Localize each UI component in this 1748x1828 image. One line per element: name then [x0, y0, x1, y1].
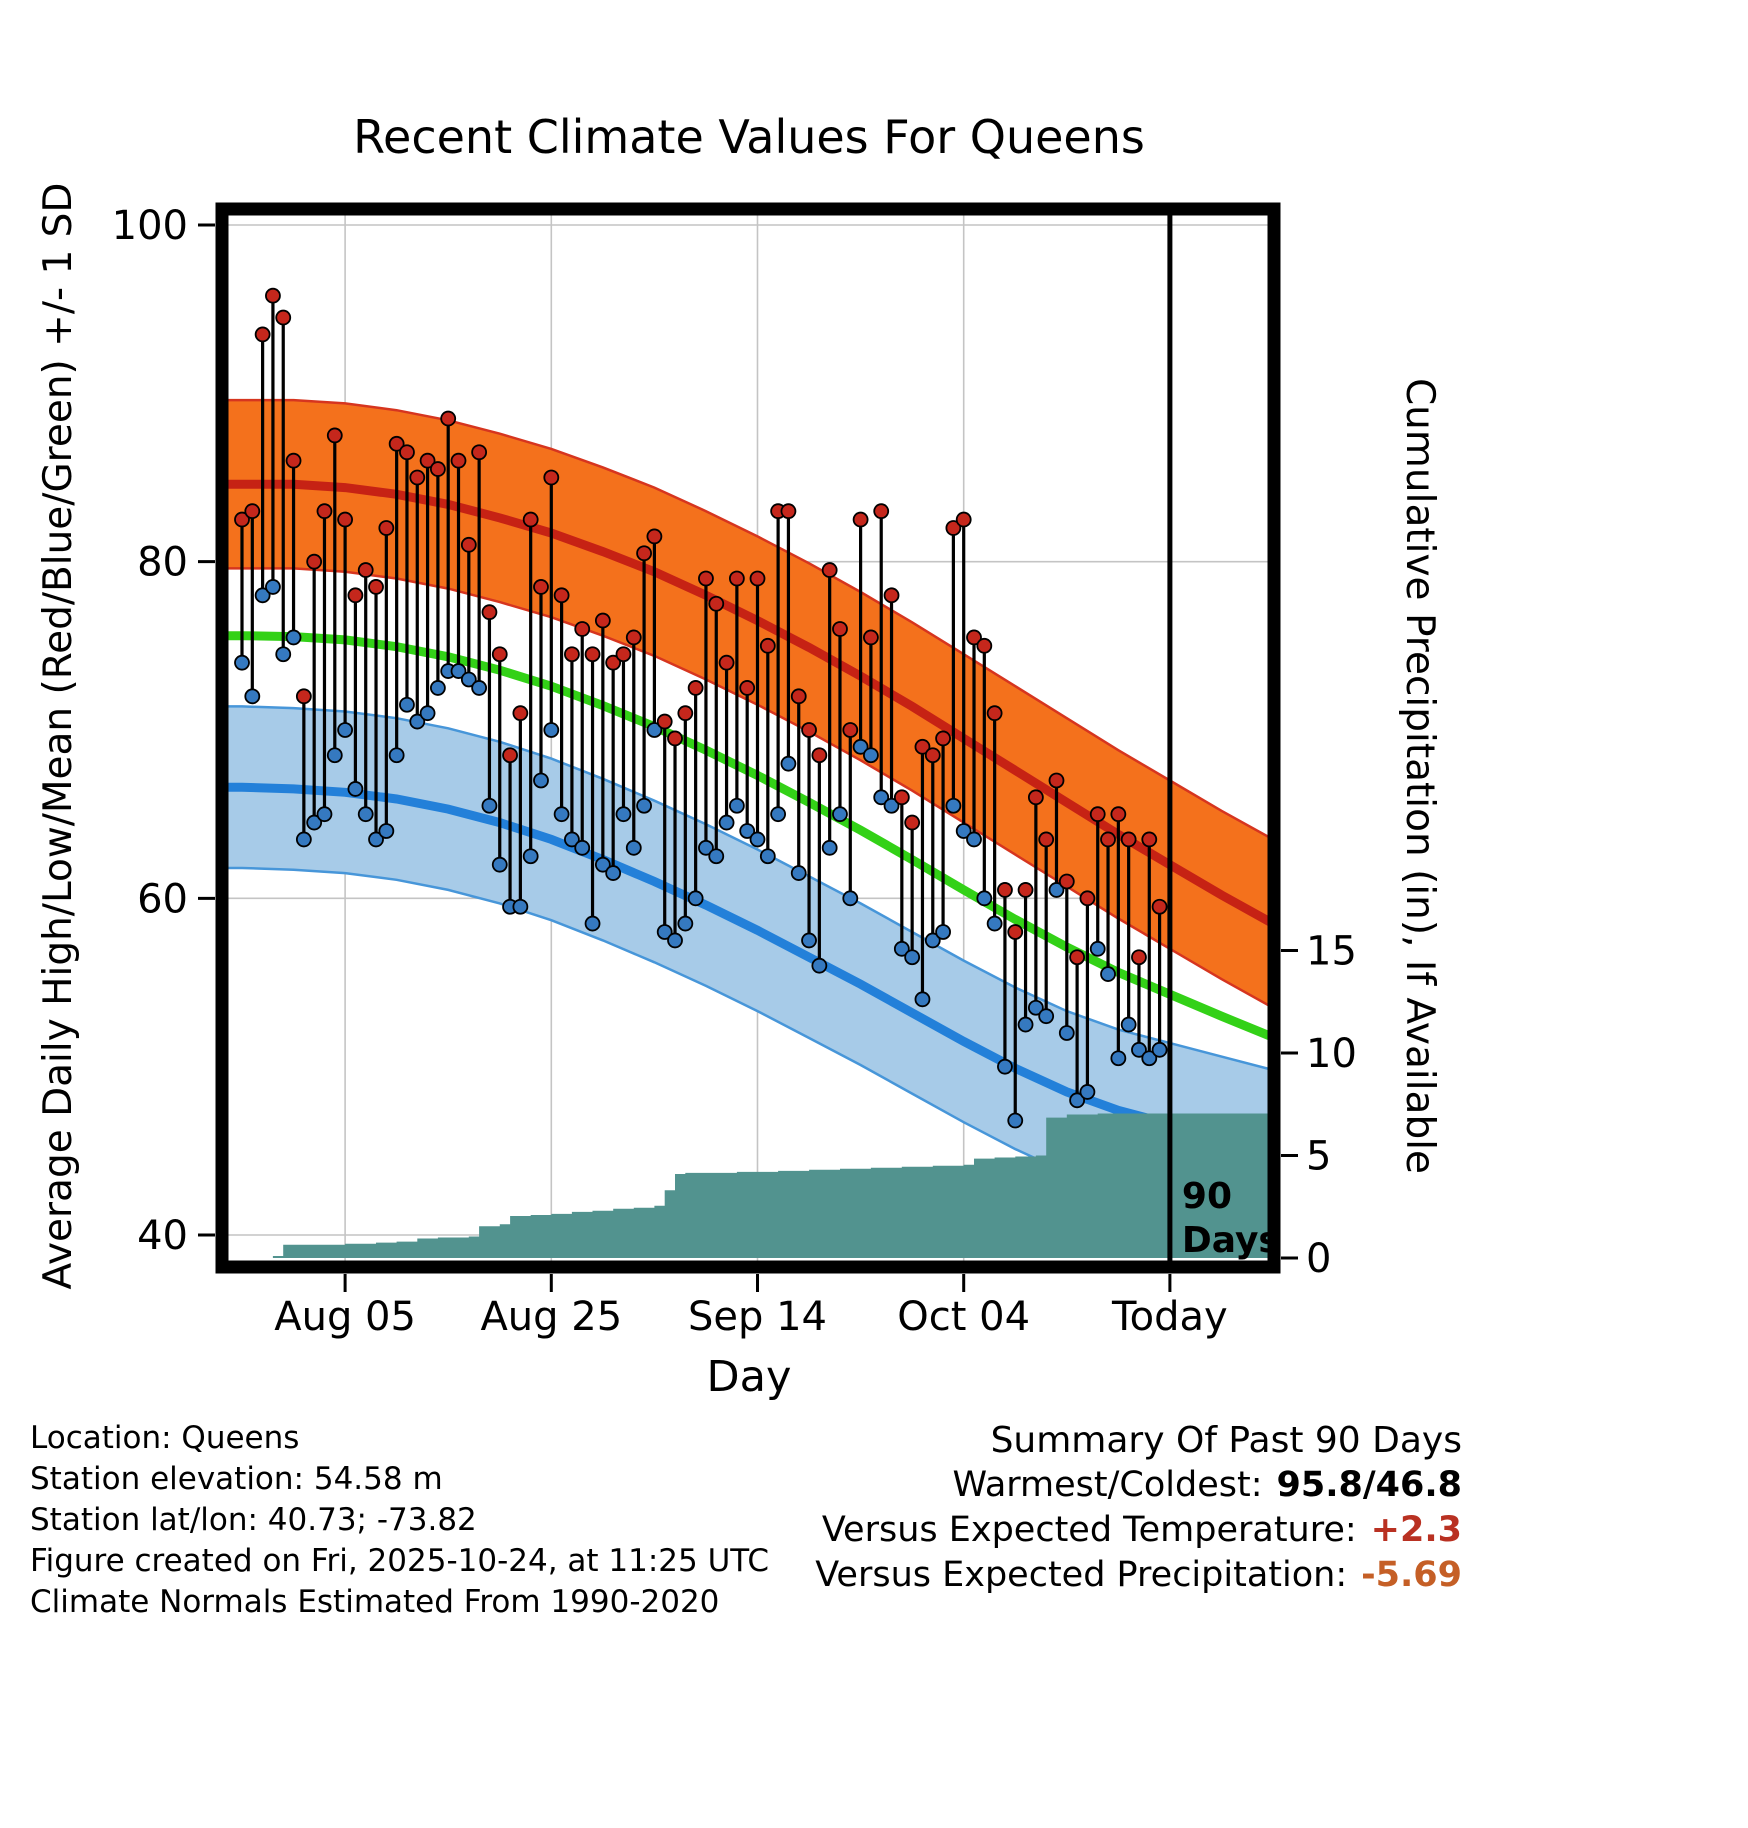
summary-label: Warmest/Coldest:	[952, 1465, 1263, 1505]
summary-row-vs-precipitation: Versus Expected Precipitation: -5.69	[815, 1553, 1462, 1598]
precip-cumulative-area	[242, 1113, 1268, 1258]
y-right-tick-label: 0	[1306, 1236, 1331, 1282]
svg-text:Days: Days	[1182, 1220, 1280, 1261]
summary-panel: Summary Of Past 90 Days Warmest/Coldest:…	[815, 1418, 1462, 1598]
normal-low-line	[228, 782, 1268, 1155]
x-tick-label: Oct 04	[897, 1294, 1030, 1340]
summary-label: Versus Expected Precipitation:	[815, 1555, 1348, 1595]
station-location: Location: Queens	[30, 1420, 300, 1456]
station-info: Location: Queens Station elevation: 54.5…	[30, 1418, 769, 1623]
svg-text:90: 90	[1182, 1176, 1232, 1217]
summary-value: 95.8/46.8	[1276, 1465, 1463, 1505]
daily-high-low-bars	[234, 287, 1168, 1129]
y-right-tick-label: 5	[1306, 1134, 1331, 1180]
high-band	[228, 398, 1268, 1007]
y-axis-left-label: Average Daily High/Low/Mean (Red/Blue/Gr…	[36, 182, 81, 1290]
summary-value: +2.3	[1370, 1510, 1462, 1550]
x-axis-label: Day	[706, 1352, 792, 1402]
y-left-tick-label: 80	[137, 540, 188, 586]
summary-row-warmest-coldest: Warmest/Coldest: 95.8/46.8	[815, 1463, 1462, 1508]
y-left-tick-label: 100	[112, 203, 188, 249]
summary-label: Versus Expected Temperature:	[821, 1510, 1357, 1550]
chart-title: Recent Climate Values For Queens	[353, 110, 1145, 164]
climate-normals-note: Climate Normals Estimated From 1990-2020	[30, 1584, 720, 1620]
summary-value: -5.69	[1361, 1555, 1462, 1595]
station-elevation: Station elevation: 54.58 m	[30, 1461, 443, 1497]
x-tick-label: Aug 25	[480, 1294, 622, 1340]
plot-border	[215, 202, 1281, 1274]
y-right-tick-label: 15	[1306, 929, 1357, 975]
normal-mean-line	[228, 631, 1268, 1040]
y-left-tick-label: 40	[137, 1213, 188, 1259]
x-tick-label: Aug 05	[274, 1294, 416, 1340]
station-latlon: Station lat/lon: 40.73; -73.82	[30, 1502, 477, 1538]
y-left-tick-label: 60	[137, 876, 188, 922]
y-right-tick-label: 10	[1306, 1031, 1357, 1077]
tick-labels: Aug 05 Aug 25 Sep 14 Oct 04 Today 40 60 80 100 0 5…	[112, 203, 1357, 1340]
y-axis-right-label: Cumulative Precipitation (in), If Availa…	[1397, 377, 1442, 1175]
axis-ticks	[198, 223, 1298, 1292]
summary-heading: Summary Of Past 90 Days	[990, 1420, 1462, 1461]
x-tick-label: Sep 14	[688, 1294, 827, 1340]
plot-area	[228, 215, 1268, 1261]
summary-row-vs-temperature: Versus Expected Temperature: +2.3	[815, 1508, 1462, 1553]
x-tick-label: Today	[1111, 1294, 1228, 1340]
figure-created: Figure created on Fri, 2025-10-24, at 11…	[30, 1543, 770, 1579]
